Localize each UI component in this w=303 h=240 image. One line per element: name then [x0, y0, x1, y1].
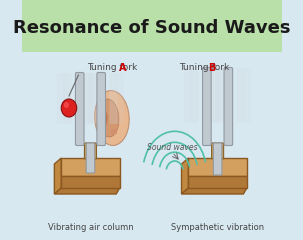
- FancyBboxPatch shape: [85, 73, 93, 124]
- Text: Vibrating air column: Vibrating air column: [48, 223, 133, 233]
- FancyBboxPatch shape: [95, 73, 102, 124]
- Text: Tuning fork: Tuning fork: [179, 64, 232, 72]
- Text: B: B: [208, 63, 215, 73]
- FancyBboxPatch shape: [203, 67, 211, 145]
- Ellipse shape: [95, 90, 129, 145]
- Circle shape: [61, 99, 77, 117]
- FancyBboxPatch shape: [222, 68, 230, 122]
- FancyBboxPatch shape: [64, 73, 72, 124]
- FancyBboxPatch shape: [61, 176, 120, 188]
- FancyBboxPatch shape: [243, 68, 251, 122]
- FancyBboxPatch shape: [78, 73, 86, 124]
- Bar: [22, 0, 282, 52]
- Polygon shape: [54, 158, 61, 194]
- Text: A: A: [119, 63, 127, 73]
- FancyBboxPatch shape: [213, 143, 222, 175]
- FancyBboxPatch shape: [188, 176, 247, 188]
- FancyBboxPatch shape: [57, 73, 65, 124]
- FancyBboxPatch shape: [191, 68, 199, 122]
- FancyBboxPatch shape: [88, 73, 96, 124]
- FancyBboxPatch shape: [188, 158, 247, 176]
- Circle shape: [64, 102, 69, 108]
- FancyBboxPatch shape: [212, 68, 220, 122]
- Ellipse shape: [110, 129, 117, 135]
- FancyBboxPatch shape: [61, 158, 120, 176]
- Text: Tuning fork: Tuning fork: [87, 64, 140, 72]
- FancyBboxPatch shape: [184, 68, 192, 122]
- FancyBboxPatch shape: [215, 68, 223, 122]
- Ellipse shape: [98, 99, 119, 137]
- FancyBboxPatch shape: [75, 72, 84, 145]
- Text: Resonance of Sound Waves: Resonance of Sound Waves: [13, 19, 290, 37]
- FancyBboxPatch shape: [211, 143, 224, 159]
- FancyBboxPatch shape: [205, 68, 213, 122]
- FancyBboxPatch shape: [116, 73, 124, 124]
- FancyBboxPatch shape: [224, 67, 233, 145]
- Ellipse shape: [99, 109, 108, 127]
- Polygon shape: [181, 158, 188, 194]
- FancyBboxPatch shape: [86, 143, 95, 173]
- Text: Sympathetic vibration: Sympathetic vibration: [171, 223, 264, 233]
- Text: Sound waves: Sound waves: [147, 144, 197, 152]
- FancyBboxPatch shape: [109, 73, 117, 124]
- Polygon shape: [54, 188, 120, 194]
- FancyBboxPatch shape: [97, 72, 105, 145]
- FancyBboxPatch shape: [237, 68, 244, 122]
- Polygon shape: [181, 188, 247, 194]
- FancyBboxPatch shape: [85, 143, 96, 159]
